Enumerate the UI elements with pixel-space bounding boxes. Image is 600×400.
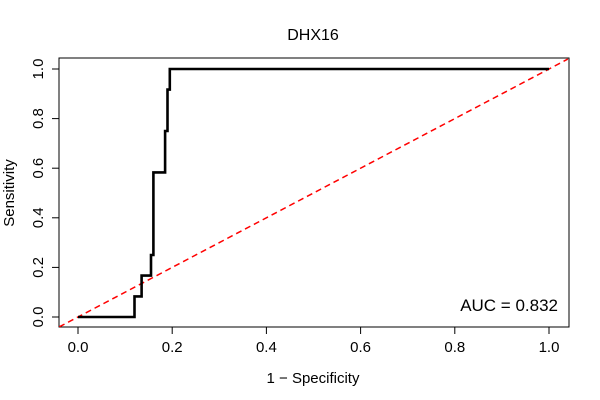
- y-tick-label: 0.6: [30, 158, 47, 179]
- y-tick-label: 0.2: [30, 257, 47, 278]
- x-tick-label: 0.6: [350, 339, 371, 356]
- x-tick-label: 0.0: [68, 339, 89, 356]
- auc-annotation: AUC = 0.832: [460, 296, 558, 315]
- plot-frame: [58, 57, 570, 328]
- x-tick-label: 0.8: [444, 339, 465, 356]
- y-axis-title: Sensitivity: [1, 159, 18, 227]
- roc-curve-line: [78, 67, 549, 319]
- y-tick-label: 0.4: [30, 207, 47, 228]
- x-tick-label: 0.2: [162, 339, 183, 356]
- y-tick-label: 1.0: [30, 59, 47, 80]
- x-axis-title: 1 − Specificity: [267, 370, 360, 387]
- x-tick-label: 1.0: [539, 339, 560, 356]
- y-tick-label: 0.8: [30, 108, 47, 129]
- y-tick-label: 0.0: [30, 307, 47, 328]
- chart-title: DHX16: [287, 27, 339, 44]
- reference-diagonal-line: [59, 58, 569, 327]
- x-tick-label: 0.4: [256, 339, 277, 356]
